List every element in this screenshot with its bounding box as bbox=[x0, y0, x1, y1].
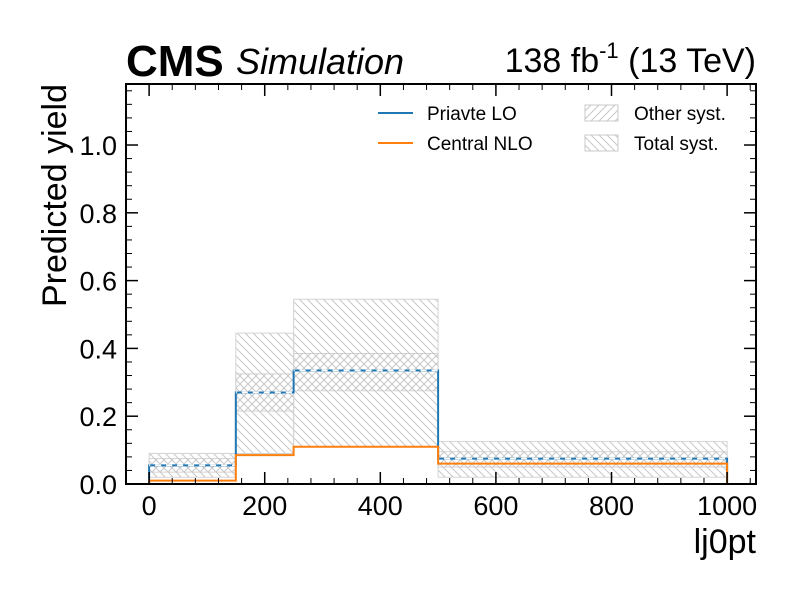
lumi-exponent: -1 bbox=[599, 38, 619, 63]
series-lines bbox=[148, 369, 729, 484]
y-tick-label: 1.0 bbox=[79, 131, 117, 161]
lumi-label: 138 fb-1 (13 TeV) bbox=[505, 38, 756, 80]
x-tick-label: 600 bbox=[473, 491, 518, 521]
legend-label-other-syst: Other syst. bbox=[634, 104, 726, 125]
x-axis-label: lj0pt bbox=[694, 523, 757, 561]
x-tick-label: 800 bbox=[589, 491, 634, 521]
x-tick-label: 1000 bbox=[697, 491, 757, 521]
y-tick-label: 0.8 bbox=[79, 199, 117, 229]
lumi-value: 138 fb bbox=[505, 42, 600, 80]
legend-swatch-total-syst bbox=[584, 134, 619, 152]
x-tick-label: 200 bbox=[242, 491, 287, 521]
x-tick-label: 0 bbox=[142, 491, 157, 521]
legend-label-total-syst: Total syst. bbox=[634, 134, 718, 155]
y-tick-label: 0.2 bbox=[79, 402, 117, 432]
legend-label-priavte-lo: Priavte LO bbox=[427, 104, 517, 125]
x-tick-label: 400 bbox=[358, 491, 403, 521]
legend-label-central-nlo: Central NLO bbox=[427, 134, 533, 155]
y-axis-label: Predicted yield bbox=[36, 84, 74, 307]
status-label: Simulation bbox=[236, 41, 404, 82]
experiment-label: CMS bbox=[126, 37, 224, 86]
legend: Priavte LO Central NLO Other syst. Total sy… bbox=[378, 104, 726, 155]
band-total-bin-2 bbox=[293, 298, 439, 448]
series-line-central-nlo bbox=[148, 445, 729, 484]
y-tick-label: 0.6 bbox=[79, 267, 117, 297]
legend-swatch-other-syst bbox=[584, 104, 619, 122]
y-tick-label: 0.0 bbox=[79, 470, 117, 500]
plot-frame bbox=[125, 83, 757, 485]
y-tick-label: 0.4 bbox=[79, 334, 117, 364]
energy-value: (13 TeV) bbox=[619, 42, 756, 80]
